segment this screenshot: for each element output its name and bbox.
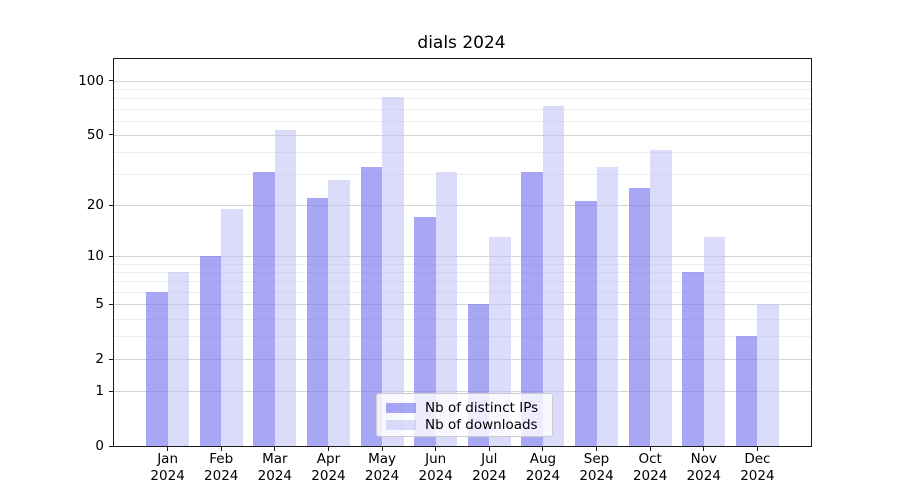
grid-line-major bbox=[114, 304, 811, 306]
y-tick-mark bbox=[109, 390, 113, 392]
x-tick-label: Oct 2024 bbox=[632, 451, 668, 484]
bar-downloads bbox=[382, 97, 404, 446]
x-tick-label: Jan 2024 bbox=[150, 451, 185, 484]
bar-downloads bbox=[542, 106, 565, 446]
x-tick-mark bbox=[542, 447, 544, 451]
legend-item-distinct-ips: Nb of distinct IPs bbox=[386, 399, 552, 416]
x-tick-mark bbox=[756, 447, 758, 451]
bar-downloads bbox=[596, 166, 618, 446]
x-tick-label: Feb 2024 bbox=[204, 451, 239, 484]
y-tick-mark bbox=[109, 255, 113, 257]
bar-distinct-ips bbox=[253, 171, 275, 446]
bar-distinct-ips bbox=[307, 197, 329, 446]
y-tick-mark bbox=[109, 445, 113, 447]
legend: Nb of distinct IPs Nb of downloads bbox=[376, 393, 553, 437]
grid-line-minor bbox=[114, 263, 811, 265]
x-tick-label: Dec 2024 bbox=[740, 451, 775, 484]
bar-downloads bbox=[328, 179, 350, 446]
grid-line-major bbox=[114, 205, 811, 207]
grid-line-minor bbox=[114, 292, 811, 293]
y-tick-label: 2 bbox=[95, 351, 104, 368]
bar-distinct-ips bbox=[199, 256, 222, 446]
bar-distinct-ips bbox=[146, 292, 168, 446]
y-tick-mark bbox=[109, 358, 113, 360]
y-tick-mark bbox=[109, 204, 113, 206]
y-tick-mark bbox=[109, 134, 113, 136]
grid-line-minor bbox=[114, 281, 811, 283]
bar-distinct-ips bbox=[521, 171, 543, 446]
y-tick-label: 10 bbox=[86, 248, 104, 265]
bar-downloads bbox=[221, 208, 243, 446]
grid-line-major bbox=[114, 359, 811, 361]
grid-line-major bbox=[114, 134, 811, 136]
bar-distinct-ips bbox=[682, 272, 704, 446]
grid-line-minor bbox=[114, 174, 811, 176]
bar-downloads bbox=[167, 272, 190, 446]
y-tick-mark bbox=[109, 303, 113, 305]
bar-downloads bbox=[703, 237, 726, 446]
grid-line-minor bbox=[114, 336, 811, 338]
x-tick-mark bbox=[327, 447, 329, 451]
y-tick-label: 5 bbox=[95, 296, 104, 313]
grid-line-minor bbox=[114, 272, 811, 274]
x-tick-mark bbox=[596, 447, 598, 451]
x-tick-label: Jul 2024 bbox=[472, 451, 507, 484]
x-tick-label: May 2024 bbox=[364, 451, 400, 484]
bar-distinct-ips bbox=[360, 166, 383, 446]
bar-downloads bbox=[274, 130, 297, 446]
grid-line-minor bbox=[114, 89, 811, 91]
bar-downloads bbox=[650, 150, 672, 446]
bar-distinct-ips bbox=[414, 217, 436, 446]
bar-distinct-ips bbox=[575, 201, 597, 446]
grid-line-major bbox=[114, 391, 811, 393]
bar-distinct-ips bbox=[735, 336, 758, 446]
legend-swatch-downloads bbox=[386, 419, 416, 430]
legend-item-downloads: Nb of downloads bbox=[386, 416, 552, 433]
x-tick-mark bbox=[381, 447, 383, 451]
x-tick-mark bbox=[220, 447, 222, 451]
x-tick-mark bbox=[488, 447, 490, 451]
chart-title: dials 2024 bbox=[417, 33, 506, 53]
x-tick-mark bbox=[703, 447, 705, 451]
y-tick-mark bbox=[109, 80, 113, 82]
grid-line-major bbox=[114, 80, 811, 82]
x-tick-label: Apr 2024 bbox=[311, 451, 346, 484]
y-tick-label: 50 bbox=[86, 126, 104, 143]
legend-label-distinct-ips: Nb of distinct IPs bbox=[425, 399, 539, 416]
bar-downloads bbox=[435, 171, 458, 446]
x-tick-label: Nov 2024 bbox=[686, 451, 721, 484]
bar-distinct-ips bbox=[628, 188, 651, 446]
x-tick-label: Aug 2024 bbox=[525, 451, 561, 484]
y-tick-label: 100 bbox=[78, 72, 104, 89]
x-tick-mark bbox=[435, 447, 437, 451]
grid-line-minor bbox=[114, 98, 811, 100]
plot-area: 0 1 2 5 10 20 50 100 Jan 2024 Feb 2024 Mar 2024 Apr 202… bbox=[78, 58, 812, 484]
x-tick-label: Sep 2024 bbox=[579, 451, 614, 484]
legend-label-downloads: Nb of downloads bbox=[425, 416, 538, 433]
x-tick-mark bbox=[649, 447, 651, 451]
grid-line-minor bbox=[114, 318, 811, 320]
grid-line-minor bbox=[114, 120, 811, 122]
bar-downloads bbox=[757, 304, 779, 446]
x-tick-label: Mar 2024 bbox=[257, 451, 293, 484]
y-tick-label: 0 bbox=[95, 438, 104, 454]
grid-line-minor bbox=[114, 152, 811, 154]
legend-swatch-distinct-ips bbox=[386, 402, 416, 413]
y-tick-label: 20 bbox=[86, 197, 104, 214]
x-tick-label: Jun 2024 bbox=[418, 451, 453, 484]
grid-line-minor bbox=[114, 108, 811, 110]
x-tick-mark bbox=[274, 447, 276, 451]
y-tick-label: 1 bbox=[95, 383, 104, 400]
grid-line-major bbox=[114, 256, 811, 258]
x-tick-mark bbox=[167, 447, 169, 451]
